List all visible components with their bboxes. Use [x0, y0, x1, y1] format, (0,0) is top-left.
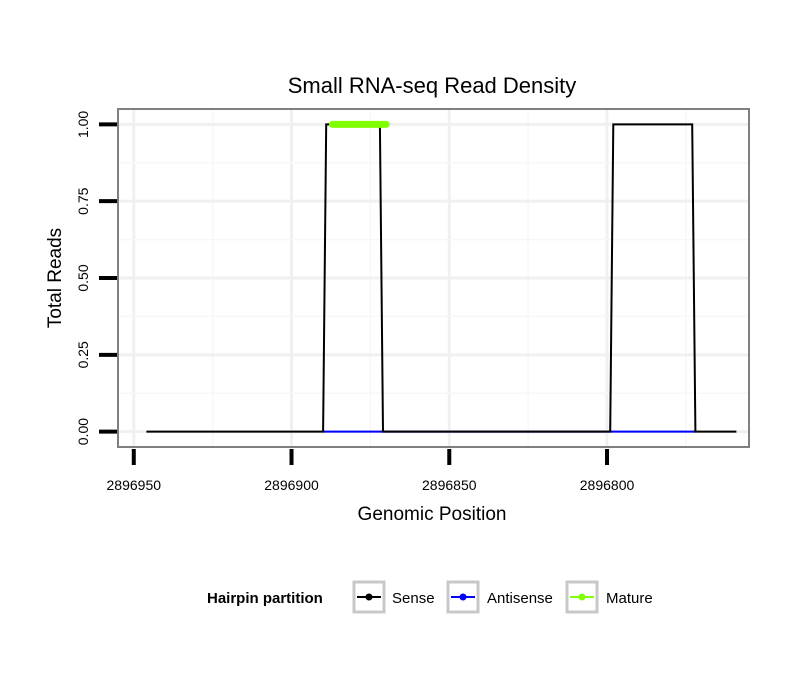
x-tick-label: 2896950	[107, 477, 162, 493]
x-tick-label: 2896900	[264, 477, 319, 493]
x-axis-title: Genomic Position	[358, 504, 507, 525]
series-line-sense	[146, 123, 737, 433]
x-tick-label: 2896800	[580, 477, 635, 493]
series-layer	[146, 120, 737, 433]
y-tick-label: 0.75	[75, 187, 91, 214]
y-tick-label: 0.00	[75, 418, 91, 445]
legend-label-mature: Mature	[606, 590, 653, 607]
legend: Hairpin partition Sense Antisense Mature	[207, 580, 653, 614]
y-tick-label: 0.50	[75, 264, 91, 291]
plot-panel-border	[117, 108, 750, 448]
legend-key-mature	[565, 580, 599, 614]
axis-ticks: 2896950 2896900 2896850 2896800 0.00 0.25 0.50…	[75, 111, 634, 493]
y-tick-label: 0.25	[75, 341, 91, 368]
y-axis-title: Total Reads	[45, 228, 66, 328]
legend-label-antisense: Antisense	[487, 590, 553, 607]
grid-lines	[118, 109, 749, 447]
x-tick-label: 2896850	[422, 477, 477, 493]
y-tick-label: 1.00	[75, 111, 91, 138]
legend-title: Hairpin partition	[207, 590, 323, 607]
legend-key-sense	[352, 580, 386, 614]
chart-title: Small RNA-seq Read Density	[288, 73, 577, 98]
legend-label-sense: Sense	[392, 590, 435, 607]
legend-key-antisense	[446, 580, 480, 614]
